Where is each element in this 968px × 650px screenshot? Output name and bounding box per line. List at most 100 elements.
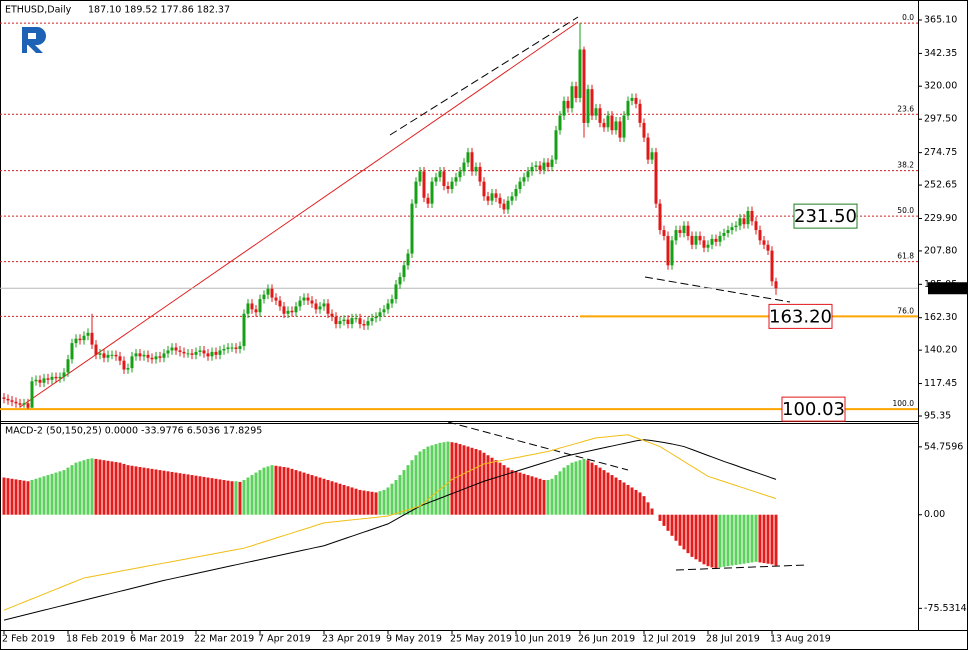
candle-body <box>598 108 602 123</box>
candle-body <box>154 356 158 360</box>
candle-body <box>330 313 334 317</box>
logo <box>22 27 46 53</box>
candle-body <box>438 171 442 178</box>
candle-body <box>694 235 698 245</box>
histogram-bar <box>762 514 766 564</box>
candle-body <box>70 343 74 360</box>
histogram-bar <box>750 514 754 563</box>
histogram-bar <box>162 470 166 515</box>
candle-body <box>538 165 542 170</box>
histogram-bar <box>186 474 190 515</box>
histogram-bar <box>122 463 126 515</box>
candle-body <box>370 318 374 322</box>
histogram-bar <box>550 478 554 515</box>
fib-label: 76.0 <box>897 306 914 315</box>
histogram-bar <box>646 502 650 515</box>
candle-body <box>314 303 318 310</box>
histogram-bar <box>334 482 338 515</box>
histogram-bar <box>158 470 162 515</box>
candle-body <box>578 49 582 98</box>
histogram-bar <box>382 489 386 515</box>
candle-body <box>186 353 190 355</box>
candle-body <box>710 238 714 245</box>
histogram-bar <box>86 458 90 515</box>
candle-body <box>262 294 266 300</box>
histogram-bar <box>42 476 46 515</box>
histogram-bar <box>242 480 246 515</box>
histogram-bar <box>150 468 154 515</box>
histogram-bar <box>62 470 66 515</box>
histogram-bar <box>106 460 110 515</box>
histogram-bar <box>118 462 122 515</box>
y-tick-label: 162.30 <box>924 312 957 323</box>
candle-body <box>394 284 398 300</box>
x-tick-label: 9 May 2019 <box>386 634 442 645</box>
histogram-bar <box>666 514 670 531</box>
candle-body <box>338 321 342 325</box>
histogram-bar <box>198 476 202 515</box>
histogram-bar <box>730 514 734 566</box>
histogram-bar <box>294 470 298 515</box>
histogram-bar <box>6 478 10 515</box>
histogram-bar <box>142 467 146 515</box>
candle-body <box>298 300 302 307</box>
histogram-bar <box>126 465 130 515</box>
histogram-bar <box>686 514 690 554</box>
histogram-bar <box>110 461 114 515</box>
candle-body <box>726 230 730 234</box>
candle-body <box>658 203 662 231</box>
histogram-bar <box>474 449 478 515</box>
y-tick-label: 342.35 <box>924 48 957 59</box>
candle-body <box>418 171 422 182</box>
candle-body <box>686 225 690 236</box>
histogram-bar <box>206 477 210 515</box>
histogram-bar <box>430 445 434 515</box>
level-label: 231.50 <box>794 206 857 227</box>
candle-body <box>178 350 182 352</box>
histogram-bar <box>310 475 314 515</box>
candle-body <box>498 197 502 204</box>
candle-body <box>486 196 490 201</box>
histogram-bar <box>330 481 334 515</box>
candle-body <box>610 115 614 131</box>
histogram-bar <box>682 514 686 550</box>
histogram-bar <box>702 514 706 565</box>
candle-body <box>150 357 154 360</box>
candle-body <box>226 347 230 349</box>
candle-body <box>682 225 686 234</box>
current-price-box <box>928 282 968 295</box>
histogram-bar <box>374 492 378 515</box>
candle-body <box>266 288 270 295</box>
candle-body <box>6 398 10 401</box>
candle-body <box>402 265 406 278</box>
candle-body <box>430 181 434 204</box>
histogram-bar <box>390 483 394 515</box>
histogram-bar <box>734 514 738 565</box>
histogram-bar <box>594 465 598 515</box>
y-tick-label: 229.90 <box>924 213 957 224</box>
histogram-bar <box>286 467 290 515</box>
candle-body <box>378 312 382 317</box>
fib-label: 38.2 <box>897 161 914 170</box>
histogram-bar <box>58 471 62 515</box>
histogram-bar <box>66 467 70 515</box>
histogram-bar <box>326 480 330 515</box>
histogram-bar <box>606 472 610 515</box>
histogram-bar <box>370 491 374 515</box>
indicator-title: MACD-2 (50,150,25) 0.0000 -33.9776 6.503… <box>5 426 262 437</box>
histogram-bar <box>166 471 170 515</box>
candle-body <box>490 193 494 201</box>
histogram-bar <box>98 459 102 515</box>
histogram-bar <box>662 514 666 526</box>
histogram-bar <box>566 465 570 515</box>
histogram-bar <box>18 480 22 515</box>
candle-body <box>494 193 498 198</box>
x-tick-label: 10 Jun 2019 <box>514 634 571 645</box>
histogram-bar <box>14 479 18 515</box>
histogram-bar <box>146 468 150 515</box>
candle-body <box>526 171 530 178</box>
candle-body <box>738 218 742 226</box>
histogram-bar <box>230 481 234 515</box>
candle-body <box>594 108 598 116</box>
x-tick-label: 6 Mar 2019 <box>130 634 184 645</box>
